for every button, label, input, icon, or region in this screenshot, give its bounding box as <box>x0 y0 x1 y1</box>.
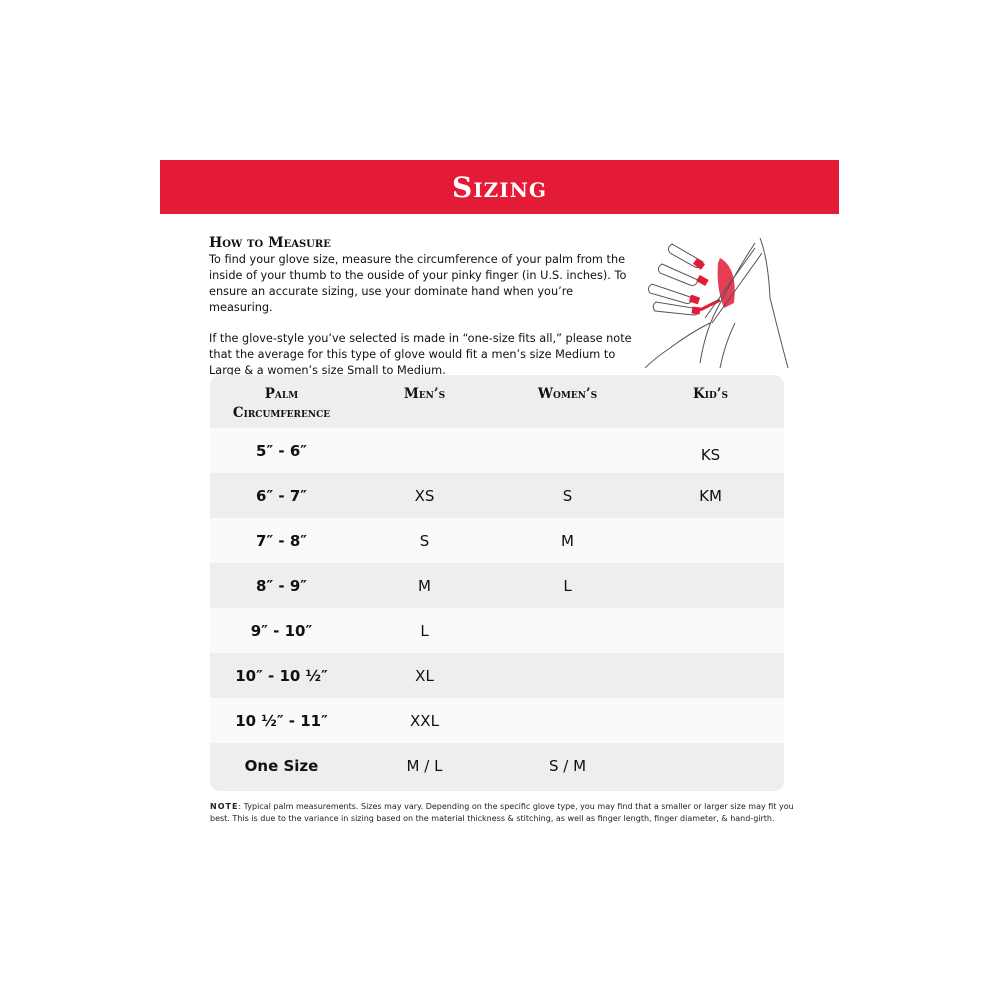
sizing-banner: Sizing <box>160 160 839 214</box>
size-chart-table: Palm Circumference Men’s Women’s Kid’s 5… <box>210 375 784 791</box>
header-womens: Women’s <box>537 386 598 402</box>
mens-size-cell: XS <box>414 486 435 505</box>
page-title: Sizing <box>452 170 547 204</box>
mens-size-cell: M / L <box>406 756 443 775</box>
palm-cell: 6″ - 7″ <box>256 486 307 505</box>
kids-size-cell: KM <box>699 486 722 505</box>
header-palm-circumference: Palm Circumference <box>210 385 353 423</box>
table-row: 6″ - 7″ XS S KM <box>210 473 784 518</box>
palm-cell: One Size <box>244 756 319 775</box>
palm-cell: 5″ - 6″ <box>256 441 307 460</box>
mens-size-cell: L <box>420 621 429 640</box>
womens-size-cell: M <box>561 531 574 550</box>
mens-size-cell: M <box>418 576 431 595</box>
table-row: 9″ - 10″ L <box>210 608 784 653</box>
table-header-row: Palm Circumference Men’s Women’s Kid’s <box>210 375 784 428</box>
womens-size-cell: S <box>562 486 573 505</box>
table-row: 7″ - 8″ S M <box>210 518 784 563</box>
note-text: : Typical palm measurements. Sizes may v… <box>210 802 794 823</box>
note-label: NOTE <box>210 802 239 811</box>
one-size-note: If the glove-style you’ve selected is ma… <box>209 332 632 377</box>
mens-size-cell: S <box>419 531 430 550</box>
hand-measuring-illustration <box>644 237 789 368</box>
table-row: 8″ - 9″ M L <box>210 563 784 608</box>
how-to-measure-heading: How to Measure <box>209 235 331 251</box>
palm-cell: 10 ½″ - 11″ <box>235 711 328 730</box>
palm-cell: 10″ - 10 ½″ <box>235 666 328 685</box>
measure-instructions: To find your glove size, measure the cir… <box>209 253 627 314</box>
header-palm-line2: Circumference <box>232 405 331 421</box>
kids-size-cell: KS <box>700 445 721 464</box>
table-row: One Size M / L S / M <box>210 743 784 788</box>
header-kids: Kid’s <box>693 386 728 402</box>
mens-size-cell: XL <box>415 666 434 685</box>
table-row: 5″ - 6″ KS <box>210 428 784 473</box>
table-row: 10″ - 10 ½″ XL <box>210 653 784 698</box>
womens-size-cell: L <box>563 576 572 595</box>
header-mens: Men’s <box>403 386 446 402</box>
mens-size-cell: XXL <box>410 711 439 730</box>
womens-size-cell: S / M <box>548 756 587 775</box>
header-palm-line1: Palm <box>264 386 299 402</box>
palm-cell: 7″ - 8″ <box>256 531 307 550</box>
footnote: NOTE: Typical palm measurements. Sizes m… <box>210 801 800 825</box>
table-row: 10 ½″ - 11″ XXL <box>210 698 784 743</box>
palm-cell: 8″ - 9″ <box>256 576 307 595</box>
palm-cell: 9″ - 10″ <box>250 621 313 640</box>
how-to-measure-section: How to Measure To find your glove size, … <box>209 234 639 394</box>
